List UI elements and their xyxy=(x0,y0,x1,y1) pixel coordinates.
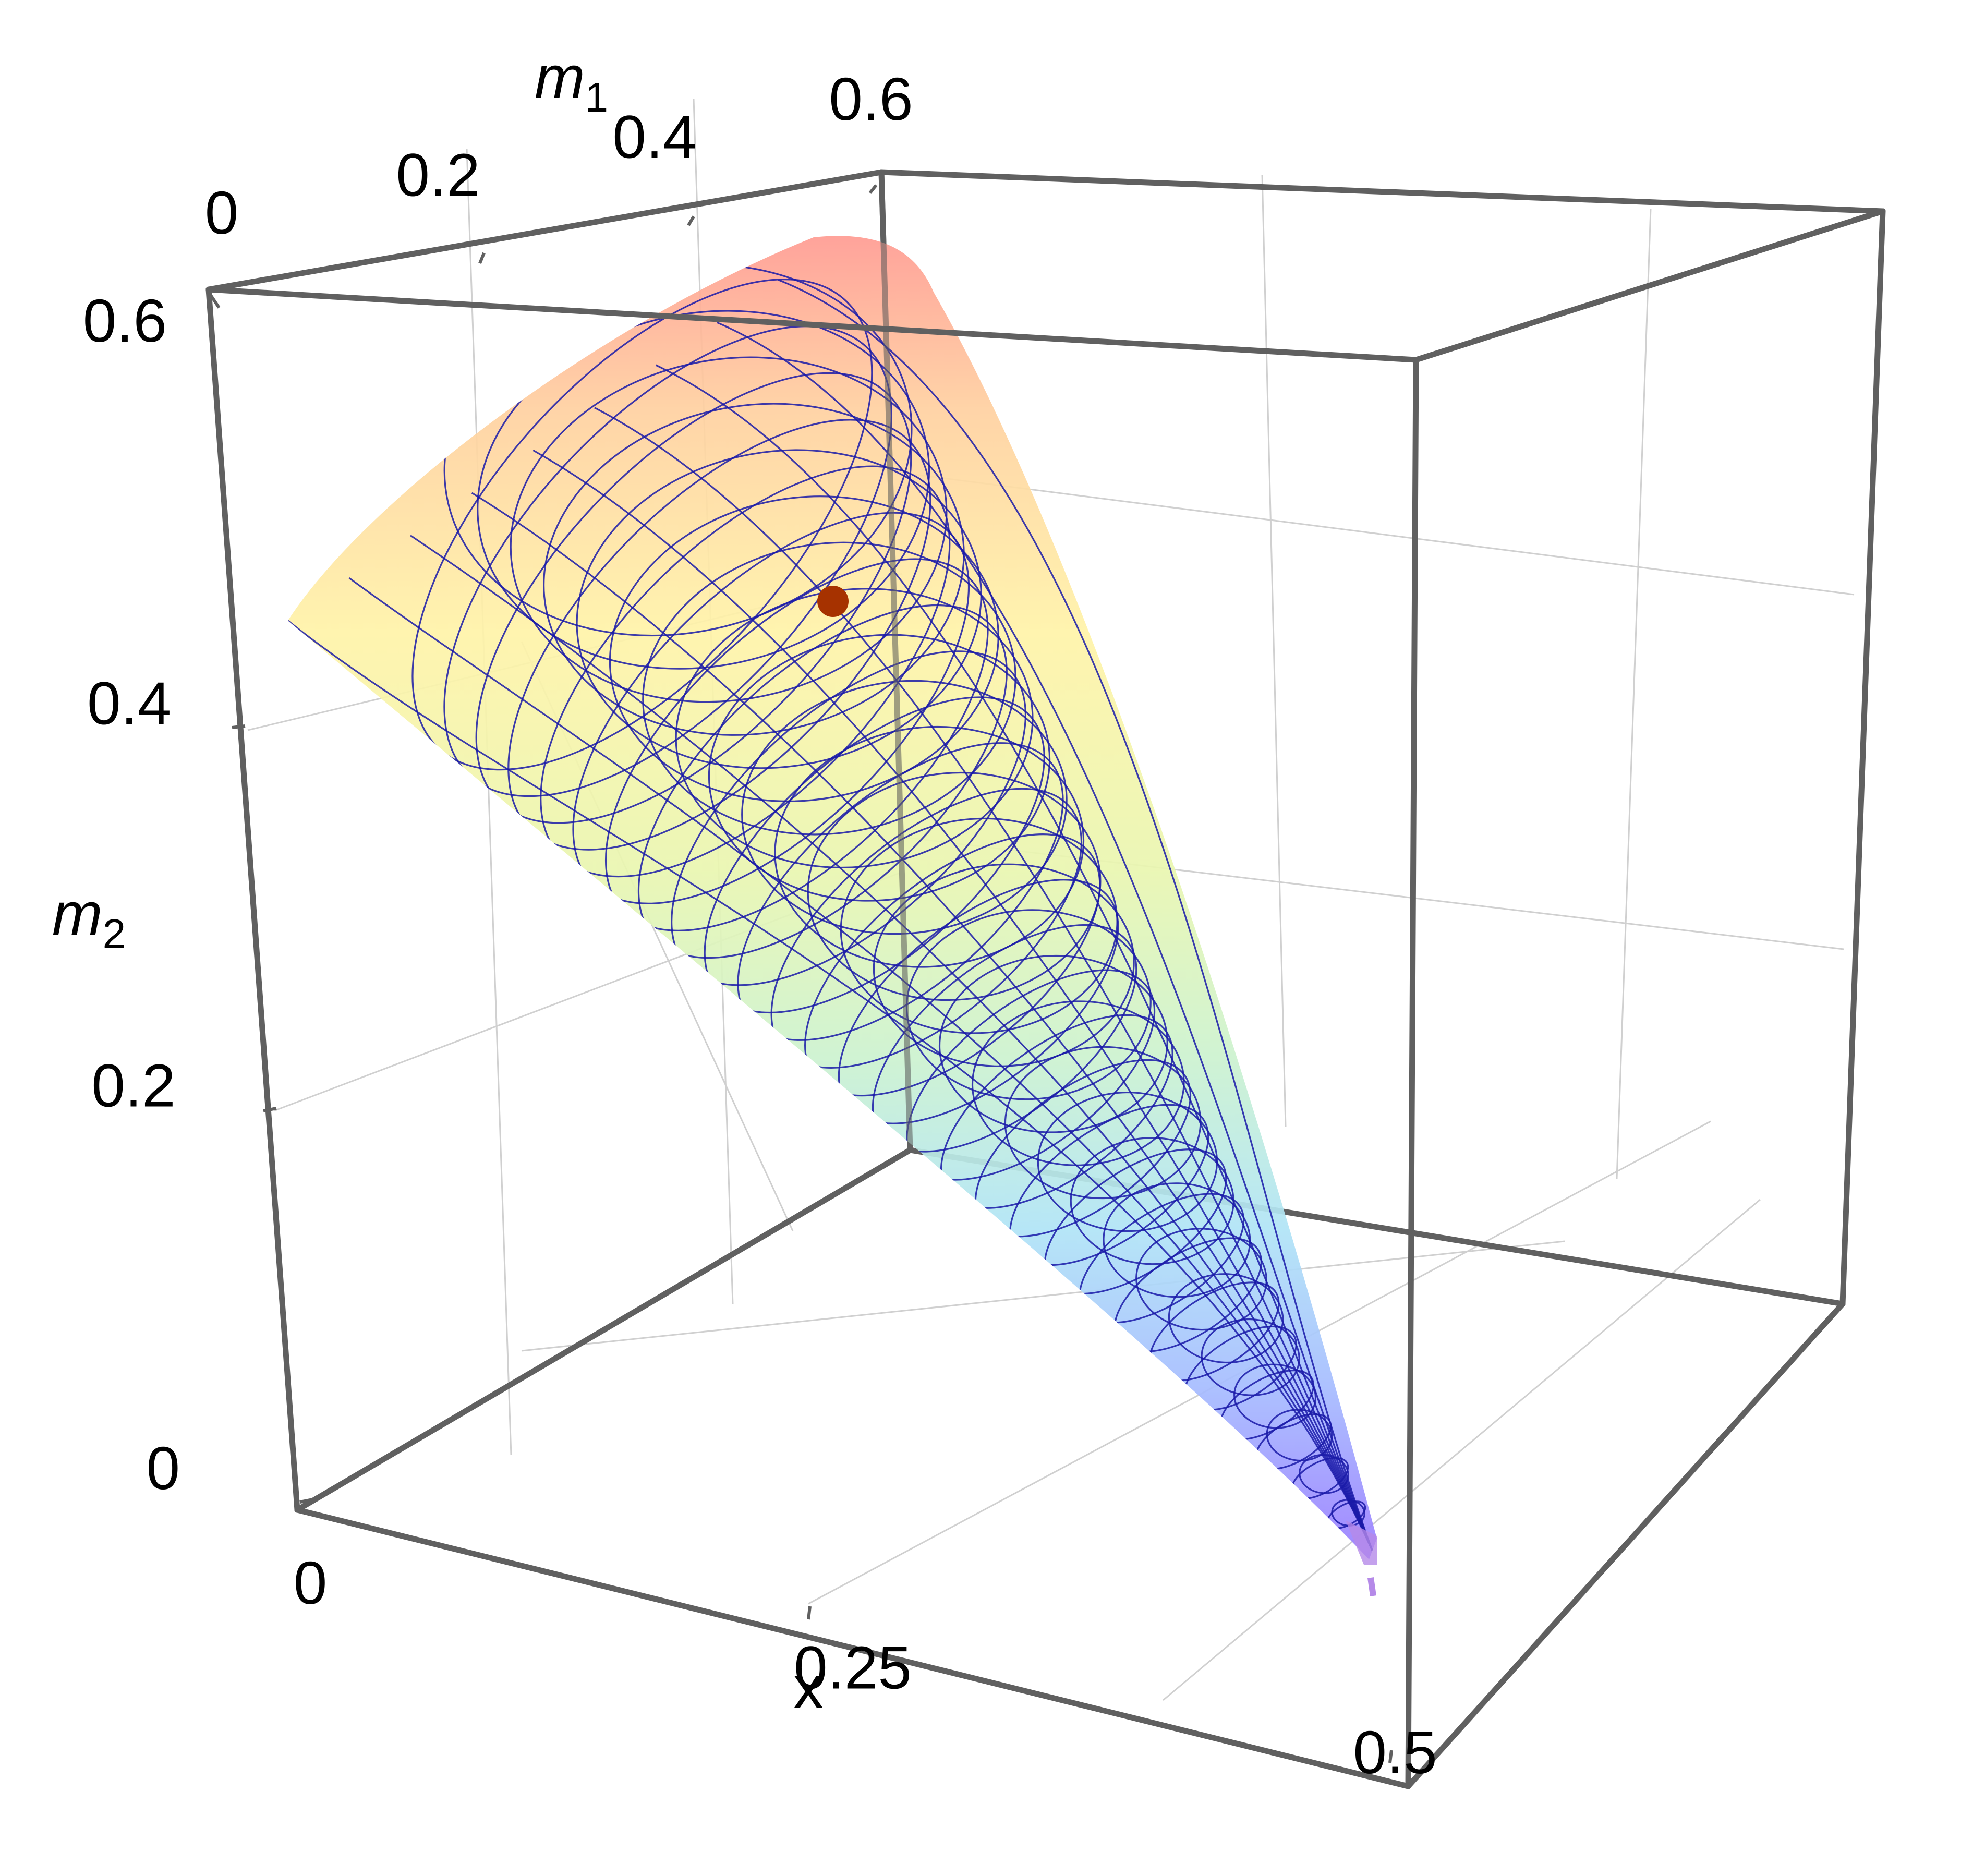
m1-tick-label: 0.2 xyxy=(396,141,480,209)
cone-tip xyxy=(1346,1520,1377,1565)
m1-axis-label: m1 xyxy=(535,43,608,120)
m2-tick-label: 0.2 xyxy=(91,1052,175,1120)
tick-marks xyxy=(207,184,1393,1763)
mesh-curve xyxy=(708,634,1051,902)
m1-tick-label: 0 xyxy=(205,179,239,247)
x-tick-label: 0.25 xyxy=(794,1634,912,1702)
m2-tick-label: 0 xyxy=(146,1434,180,1502)
mesh-curve xyxy=(1201,1318,1300,1396)
m2-axis-label-sub: 2 xyxy=(103,911,126,957)
mesh-curve xyxy=(576,449,982,769)
mesh-curve xyxy=(741,680,1068,935)
mesh-generator-curve xyxy=(410,535,1374,1552)
m1-tick-label: 0.6 xyxy=(829,65,913,133)
m1-axis-label-main: m xyxy=(535,43,585,111)
mesh-generator-curve xyxy=(655,364,1374,1552)
axis-labels: x m1 m2 xyxy=(52,43,824,1721)
mesh-generator-curve xyxy=(717,321,1374,1552)
m1-tick-label: 0.4 xyxy=(612,103,696,171)
mesh-curve xyxy=(609,495,999,802)
mesh-curve xyxy=(774,725,1085,968)
m1-axis-label-sub: 1 xyxy=(585,74,609,120)
x-axis-label: x xyxy=(793,1653,824,1721)
x-tick-label: 0 xyxy=(294,1549,328,1617)
mesh-generator-curve xyxy=(594,407,1374,1552)
x-tick-label: 0.5 xyxy=(1353,1718,1437,1786)
mesh-generator-curve xyxy=(348,577,1374,1552)
mesh-curve xyxy=(873,863,1135,1067)
mesh-curve xyxy=(1233,1363,1317,1429)
box-inner-vertical-edge xyxy=(878,172,913,1151)
m2-axis-label: m2 xyxy=(52,880,126,957)
mesh-curve xyxy=(938,954,1168,1133)
mesh-generator-curve xyxy=(288,620,1374,1552)
tick-labels: 0 0.25 0.5 0 0.2 0.4 0.6 0 0.2 0.4 0.6 xyxy=(83,65,1437,1786)
cone-surface xyxy=(288,236,1377,1596)
m2-axis-label-main: m xyxy=(52,880,103,948)
bounding-box-front xyxy=(205,208,1886,1789)
marked-point xyxy=(817,586,849,617)
mesh-generator-curve xyxy=(471,492,1374,1552)
m2-tick-label: 0.6 xyxy=(83,287,167,355)
mesh-generator-curve xyxy=(532,449,1374,1552)
mesh-curve xyxy=(807,771,1102,1001)
mesh-curve xyxy=(642,541,1016,836)
m2-tick-label: 0.4 xyxy=(87,669,171,737)
mesh-generator-curve xyxy=(778,279,1374,1552)
cone-tip-dash xyxy=(1367,1577,1376,1596)
